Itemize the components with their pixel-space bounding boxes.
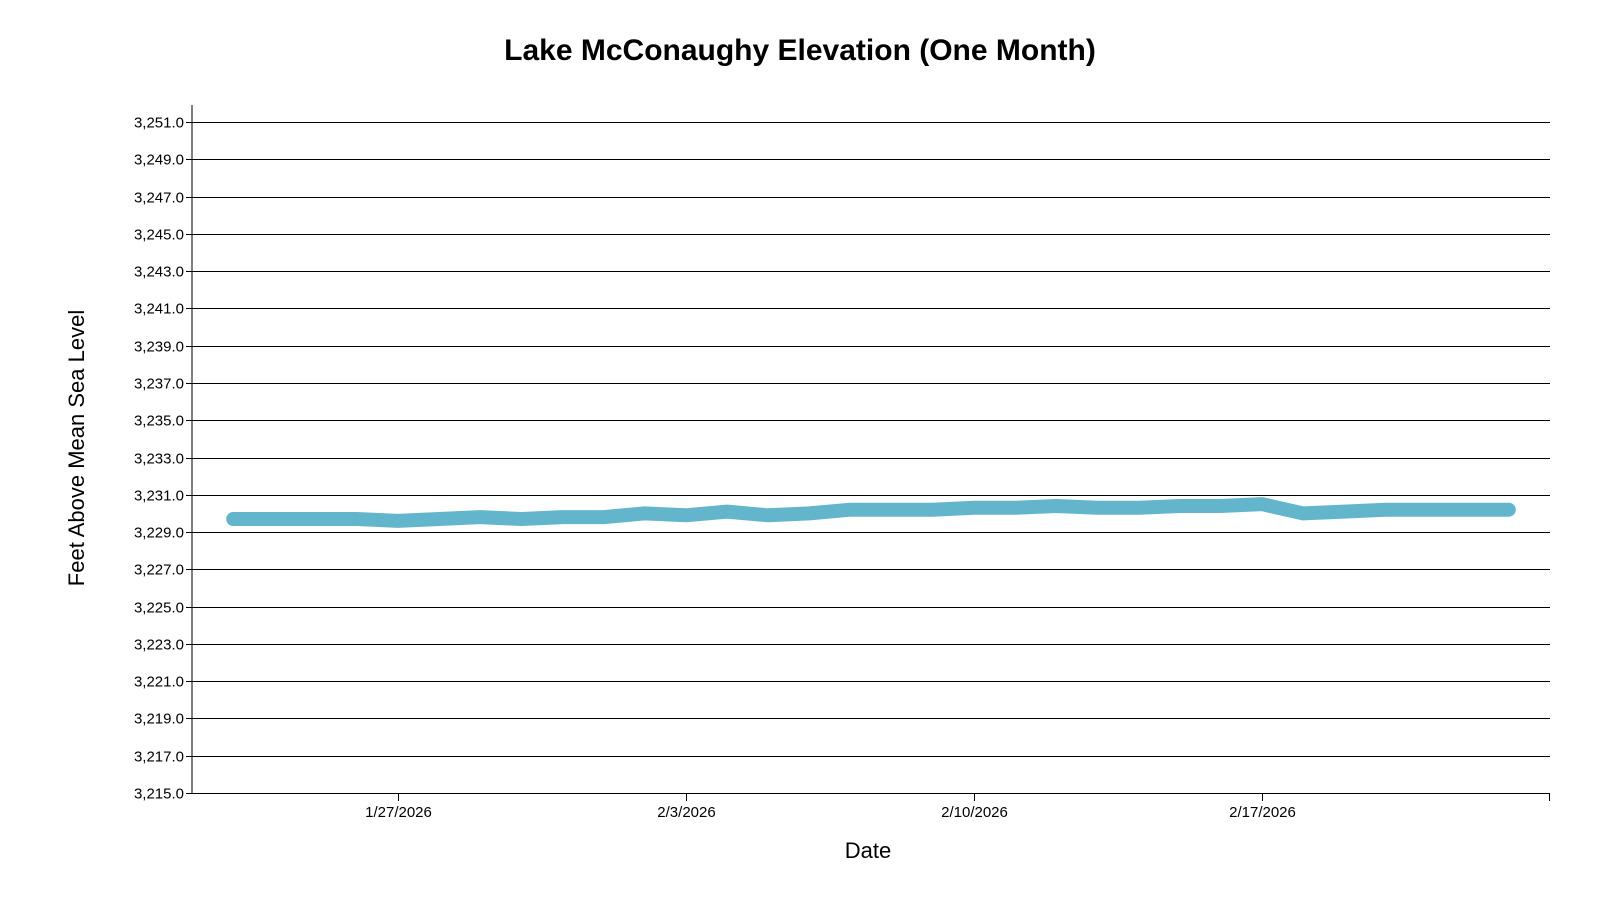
x-axis: 1/27/2026 2/3/2026 2/10/2026 2/17/2026 [192,793,1550,821]
x-tick-label: 2/10/2026 [941,804,1008,821]
y-axis-label: Feet Above Mean Sea Level [64,310,89,586]
gridlines [192,122,1550,794]
y-tick-label: 3,231.0 [134,488,184,505]
y-axis: 3,215.0 3,217.0 3,219.0 3,221.0 3,223.0 3,225… [134,105,193,803]
x-tick-label: 2/3/2026 [657,804,715,821]
y-tick-label: 3,245.0 [134,227,184,244]
y-tick-label: 3,221.0 [134,674,184,691]
elevation-series-line [226,497,1516,528]
y-tick-label: 3,229.0 [134,525,184,542]
y-tick-label: 3,251.0 [134,115,184,132]
x-axis-label: Date [845,838,891,863]
y-tick-label: 3,225.0 [134,600,184,617]
x-tick-label: 1/27/2026 [365,804,432,821]
x-tick-label: 2/17/2026 [1229,804,1296,821]
series-layer [226,497,1516,528]
chart-title: Lake McConaughy Elevation (One Month) [504,34,1096,67]
y-tick-label: 3,241.0 [134,301,184,318]
y-tick-label: 3,239.0 [134,339,184,356]
y-tick-label: 3,217.0 [134,749,184,766]
y-tick-label: 3,219.0 [134,711,184,728]
y-tick-label: 3,237.0 [134,376,184,393]
y-tick-label: 3,249.0 [134,152,184,169]
y-tick-label: 3,227.0 [134,562,184,579]
y-tick-label: 3,233.0 [134,451,184,468]
y-tick-label: 3,247.0 [134,190,184,207]
y-tick-label: 3,243.0 [134,264,184,281]
y-tick-label: 3,223.0 [134,637,184,654]
y-tick-label: 3,235.0 [134,413,184,430]
y-tick-label: 3,215.0 [134,786,184,803]
